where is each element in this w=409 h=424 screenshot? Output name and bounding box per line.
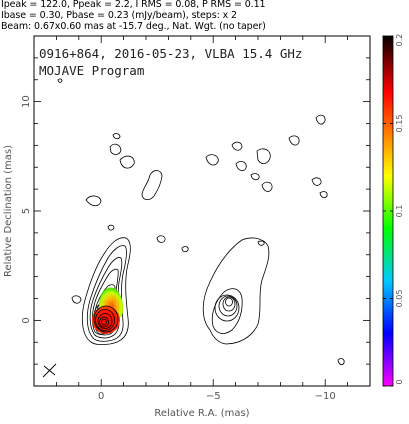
x-tick-label: 0 [98,391,104,402]
contour-level-1 [81,237,131,345]
contour-level-4 [91,268,119,336]
overlay-contour-e [101,318,107,326]
noise-blob [107,224,115,231]
y-ticks: 0 5 10 [21,35,370,387]
noise-blob [141,170,163,201]
noise-blob [85,195,102,207]
overlay-contour-b [95,309,115,331]
polarized-contours [202,237,270,345]
noise-blob [109,143,122,155]
noise-blob [181,246,189,253]
noise-blob [257,240,265,246]
pol-contour-5 [222,296,236,312]
colorbar-tick-label: 0.15 [395,115,404,133]
overlay-contour-a [93,305,119,333]
noise-blob [57,78,63,83]
noise-blob [250,173,260,181]
contour-level-3 [89,257,123,339]
y-axis-label: Relative Declination (mas) [3,145,14,277]
noise-blob [315,114,326,125]
noise-blob [261,181,273,192]
noise-blob [319,191,328,199]
noise-blob [311,177,322,186]
pol-contour-outer [202,237,270,345]
noise-blob [112,133,121,140]
pol-contour-6 [225,297,233,307]
colorbar-tick-label: 0.1 [395,205,404,218]
header-line-3: Beam: 0.67x0.60 mas at -15.7 deg., Nat. … [1,21,266,32]
noise-contours [57,78,345,366]
noise-blob [71,295,82,304]
y-tick-label: 10 [21,95,32,108]
noise-blob [256,148,271,164]
noise-blob [119,155,135,169]
contour-level-2 [86,245,127,342]
header-line-1: Ipeak = 122.0, Ppeak = 2.2, I RMS = 0.08… [1,0,266,10]
noise-blob [235,161,247,172]
polarized-intensity-overlay [92,287,124,334]
beam-marker [42,363,57,378]
header-line-2: Ibase = 0.30, Pbase = 0.23 (mJy/beam), s… [1,10,237,21]
y-tick-label: 0 [21,317,32,323]
colorbar-tick-label: 0.2 [395,34,404,47]
x-ticks: 0 −5 −10 [33,36,371,402]
colorbar-tick-label: 0 [395,379,404,384]
colorbar-ticks: 0 0.05 0.1 0.15 0.2 [383,34,404,387]
noise-blob [288,135,300,146]
beam-minor-axis [43,365,56,376]
overlay-contour-c [97,313,113,329]
noise-blob [337,358,345,366]
overlay-contour-d [99,316,109,328]
y-tick-label: 5 [21,208,32,214]
pol-contour-3 [214,294,240,322]
noise-blob [156,235,166,243]
colorbar-tick-label: 0.05 [395,290,404,308]
chart-subtitle: MOJAVE Program [39,63,144,78]
x-tick-label: −5 [206,391,221,402]
chart-title: 0916+864, 2016-05-23, VLBA 15.4 GHz [39,46,302,61]
pol-contour-4 [218,295,238,317]
noise-blob [231,141,243,151]
noise-blob [205,154,219,166]
x-tick-label: −10 [315,391,336,402]
x-axis-label: Relative R.A. (mas) [154,408,249,419]
